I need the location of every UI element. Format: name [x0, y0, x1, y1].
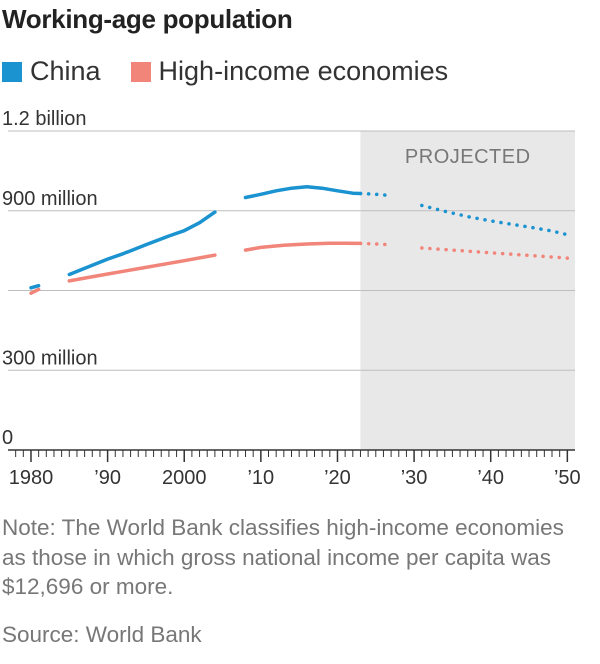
series-line-china-segment: [243, 185, 363, 200]
series-line-china-segment: [67, 210, 217, 277]
x-tick-label: ’90: [94, 467, 121, 489]
x-tick-label: ’30: [401, 467, 428, 489]
legend-swatch-china: [2, 61, 22, 82]
x-tick-label: ’50: [554, 467, 581, 489]
series-lines: [29, 185, 570, 295]
projected-label: PROJECTED: [405, 146, 531, 168]
series-line-china-segment: [29, 283, 41, 290]
legend-item-high-income: High-income economies: [130, 56, 449, 87]
x-tick-label: ’40: [477, 467, 504, 489]
series-line-high-income-segment: [243, 241, 363, 252]
x-tick-label: 2000: [162, 467, 207, 489]
series-line-high-income-segment: [358, 241, 393, 247]
x-axis: 1980 ’90 2000 ’10 ’20 ’30 ’40 ’50: [8, 449, 581, 489]
legend-item-china: China: [2, 56, 101, 87]
legend: China High-income economies: [2, 56, 478, 87]
x-tick-label: ’10: [247, 467, 274, 489]
series-line-high-income-segment: [67, 253, 217, 283]
x-tick-label: ’20: [324, 467, 351, 489]
series-line-high-income-segment: [420, 246, 570, 260]
series-line-china-segment: [358, 191, 393, 198]
series-line-high-income-segment: [29, 287, 41, 295]
legend-swatch-high-income: [130, 61, 151, 82]
gridlines: 1.2 billion 900 million 300 million 0: [2, 108, 575, 449]
line-chart: PROJECTED 1.2 billion 900 million 300 mill…: [2, 108, 581, 489]
series-line-china-segment: [420, 203, 570, 237]
y-tick-label: 900 million: [2, 188, 98, 210]
chart-note: Note: The World Bank classifies high-inc…: [2, 515, 564, 600]
chart-title: Working-age population: [2, 4, 293, 34]
chart-source: Source: World Bank: [2, 622, 202, 647]
y-tick-label: 0: [2, 427, 13, 449]
y-tick-label: 300 million: [2, 347, 98, 369]
x-tick-label: 1980: [9, 467, 54, 489]
legend-label-china: China: [30, 56, 101, 86]
legend-label-high-income: High-income economies: [158, 56, 449, 86]
y-tick-label: 1.2 billion: [2, 108, 87, 130]
